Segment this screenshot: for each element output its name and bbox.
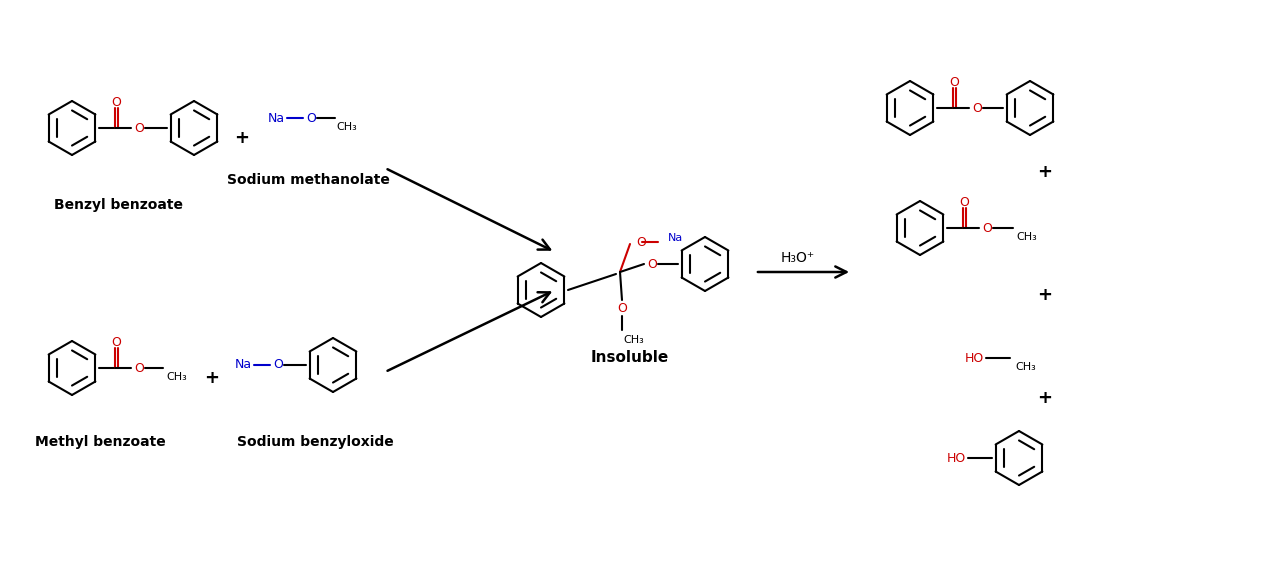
Text: CH₃: CH₃ [624, 335, 644, 345]
Text: O: O [949, 75, 959, 88]
Text: O: O [273, 358, 283, 371]
Text: CH₃: CH₃ [337, 122, 357, 132]
Text: +: + [1038, 163, 1053, 181]
Text: Insoluble: Insoluble [591, 350, 669, 366]
Text: HO: HO [946, 452, 966, 465]
Text: CH₃: CH₃ [1016, 362, 1036, 372]
Text: CH₃: CH₃ [1016, 232, 1038, 242]
Text: O: O [135, 122, 144, 135]
Text: Na: Na [235, 358, 251, 371]
Text: +: + [235, 129, 249, 147]
Text: H₃O⁺: H₃O⁺ [781, 251, 815, 265]
Text: O: O [972, 101, 982, 114]
Text: CH₃: CH₃ [166, 372, 188, 382]
Text: Na: Na [268, 112, 284, 125]
Text: Sodium methanolate: Sodium methanolate [226, 173, 390, 187]
Text: O: O [110, 336, 121, 349]
Text: O: O [135, 362, 144, 375]
Text: +: + [204, 369, 220, 387]
Text: Benzyl benzoate: Benzyl benzoate [53, 198, 183, 212]
Text: O: O [306, 112, 316, 125]
Text: +: + [1038, 286, 1053, 304]
Text: O: O [959, 195, 969, 208]
Text: Na: Na [668, 233, 683, 243]
Text: Methyl benzoate: Methyl benzoate [34, 435, 165, 449]
Text: +: + [1038, 389, 1053, 407]
Text: O: O [646, 258, 657, 271]
Text: O: O [982, 221, 992, 234]
Text: O: O [617, 302, 627, 315]
Text: HO: HO [965, 351, 984, 365]
Text: O: O [110, 96, 121, 109]
Text: O: O [636, 235, 646, 248]
Text: Sodium benzyloxide: Sodium benzyloxide [236, 435, 394, 449]
